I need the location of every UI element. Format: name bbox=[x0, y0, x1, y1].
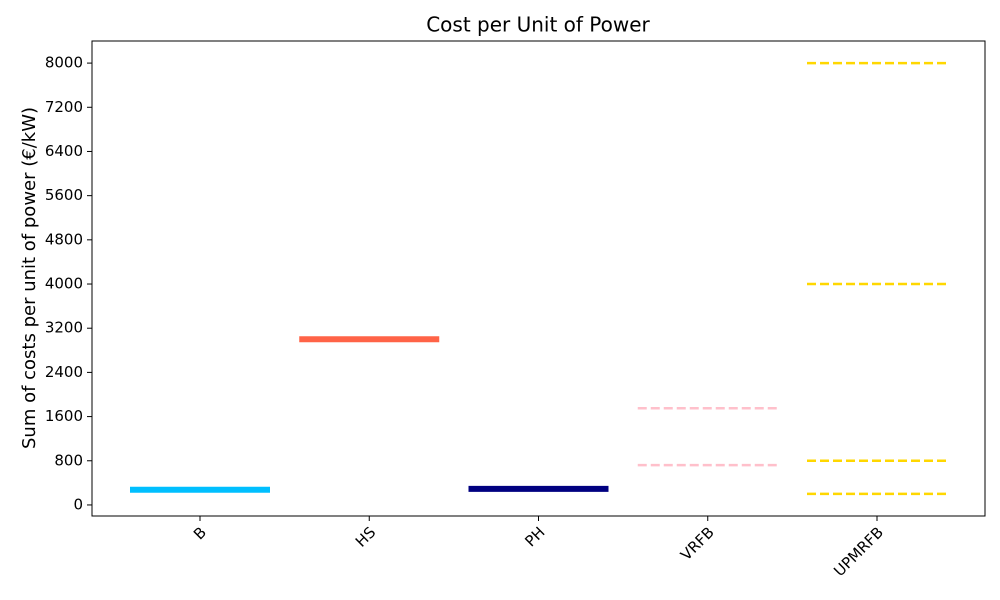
y-axis-label: Sum of costs per unit of power (€/kW) bbox=[19, 107, 40, 449]
x-tick-label: UPMRFB bbox=[830, 523, 887, 580]
x-tick-label: VRFB bbox=[677, 523, 718, 564]
y-tick-label: 4000 bbox=[45, 275, 83, 293]
x-tick-label: PH bbox=[521, 523, 548, 550]
y-tick-label: 3200 bbox=[45, 319, 83, 337]
y-tick-label: 4800 bbox=[45, 230, 83, 248]
y-tick-label: 6400 bbox=[45, 142, 83, 160]
y-tick-label: 0 bbox=[73, 495, 83, 513]
y-tick-label: 7200 bbox=[45, 98, 83, 116]
x-tick-label: B bbox=[190, 523, 210, 543]
x-tick-label: HS bbox=[352, 523, 379, 550]
y-tick-label: 1600 bbox=[45, 407, 83, 425]
y-tick-label: 800 bbox=[54, 451, 83, 469]
plot-frame bbox=[91, 40, 986, 517]
y-tick-label: 5600 bbox=[45, 186, 83, 204]
y-tick-label: 8000 bbox=[45, 54, 83, 72]
chart-title: Cost per Unit of Power bbox=[426, 13, 650, 37]
y-tick-label: 2400 bbox=[45, 363, 83, 381]
